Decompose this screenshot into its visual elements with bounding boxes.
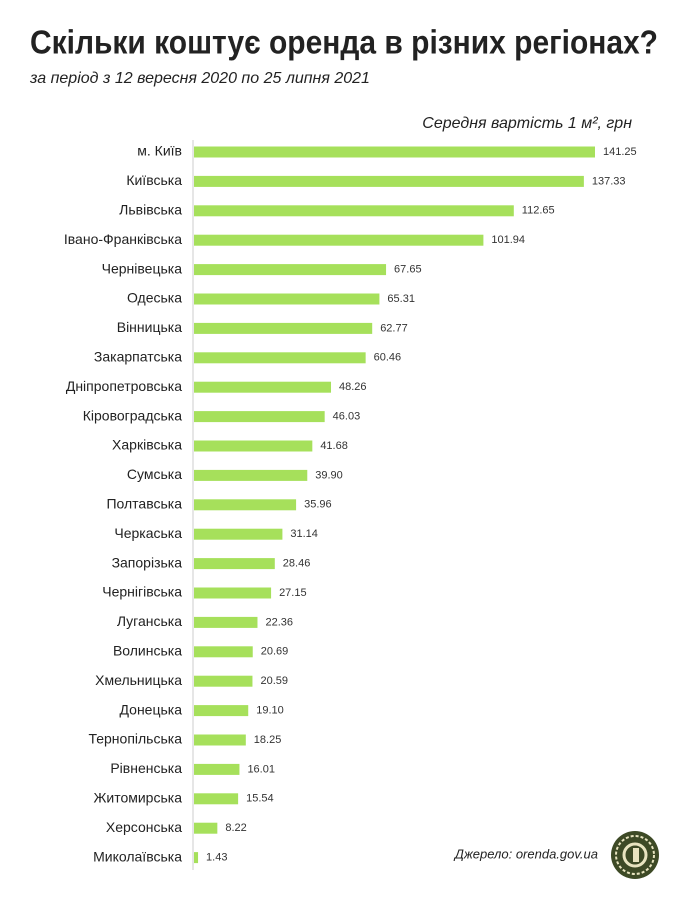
bar (194, 146, 595, 158)
data-label: 60.46 (374, 352, 402, 364)
category-label: Дніпропетровська (66, 378, 182, 394)
category-label: Закарпатська (94, 349, 182, 365)
category-label: Хмельницька (95, 672, 182, 688)
data-label: 8.22 (225, 822, 246, 834)
category-label: Чернігівська (102, 584, 182, 600)
source-note: Джерело: orenda.gov.ua (453, 846, 598, 861)
category-label: Луганська (117, 613, 182, 629)
category-label: Львівська (119, 202, 182, 218)
data-label: 48.26 (339, 381, 367, 393)
category-label: Івано-Франківська (64, 231, 182, 247)
data-label: 15.54 (246, 793, 274, 805)
bar (194, 440, 313, 452)
bar (194, 469, 308, 481)
bar (194, 705, 249, 717)
category-label: Черкаська (114, 525, 182, 541)
bar (194, 763, 240, 775)
category-label: Кіровоградська (83, 407, 182, 423)
data-label: 65.31 (387, 293, 415, 305)
data-label: 28.46 (283, 558, 311, 570)
bar (194, 381, 332, 393)
bar (194, 675, 253, 687)
category-label: Миколаївська (93, 848, 182, 864)
bar (194, 587, 272, 599)
category-label: Київська (126, 172, 182, 188)
bar (194, 175, 584, 187)
category-label: Херсонська (106, 819, 182, 835)
category-label: м. Київ (137, 143, 182, 159)
bar (194, 205, 514, 217)
category-label: Житомирська (93, 790, 182, 806)
data-label: 16.01 (247, 763, 275, 775)
data-label: 19.10 (256, 705, 284, 717)
bar (194, 411, 325, 423)
bar (194, 852, 199, 864)
category-label: Одеська (127, 290, 182, 306)
data-label: 35.96 (304, 499, 332, 511)
bar (194, 793, 239, 805)
bar (194, 734, 246, 746)
bar (194, 822, 218, 834)
category-label: Донецька (120, 701, 183, 717)
logo (611, 831, 659, 879)
data-label: 22.36 (265, 616, 293, 628)
data-label: 141.25 (603, 146, 637, 158)
bar (194, 528, 283, 540)
data-label: 1.43 (206, 852, 227, 864)
data-label: 20.69 (261, 646, 289, 658)
category-label: Чернівецька (102, 260, 183, 276)
axis-title: Середня вартість 1 м², грн (422, 115, 632, 132)
data-label: 39.90 (315, 469, 343, 481)
data-label: 20.59 (260, 675, 288, 687)
data-label: 31.14 (290, 528, 318, 540)
data-label: 101.94 (491, 234, 525, 246)
bar (194, 499, 297, 511)
category-label: Запорізька (112, 554, 183, 570)
bar (194, 646, 253, 658)
category-label: Харківська (112, 437, 182, 453)
data-label: 67.65 (394, 264, 422, 276)
bar (194, 293, 380, 305)
chart-title: Скільки коштує оренда в різних регіонах? (30, 24, 658, 61)
bar (194, 558, 275, 570)
bar (194, 616, 258, 628)
bar (194, 234, 484, 246)
bar (194, 352, 366, 364)
bar (194, 264, 387, 276)
category-label: Вінницька (117, 319, 182, 335)
category-label: Волинська (113, 643, 182, 659)
bar (194, 322, 373, 334)
data-label: 18.25 (254, 734, 282, 746)
category-label: Рівненська (110, 760, 182, 776)
data-label: 62.77 (380, 322, 408, 334)
data-label: 137.33 (592, 175, 626, 187)
category-label: Тернопільська (88, 731, 182, 747)
data-label: 41.68 (320, 440, 348, 452)
data-label: 27.15 (279, 587, 307, 599)
category-label: Полтавська (106, 496, 182, 512)
data-label: 112.65 (522, 205, 555, 217)
category-label: Сумська (127, 466, 182, 482)
data-label: 46.03 (333, 411, 361, 423)
chart-subtitle: за період з 12 вересня 2020 по 25 липня … (29, 70, 370, 87)
